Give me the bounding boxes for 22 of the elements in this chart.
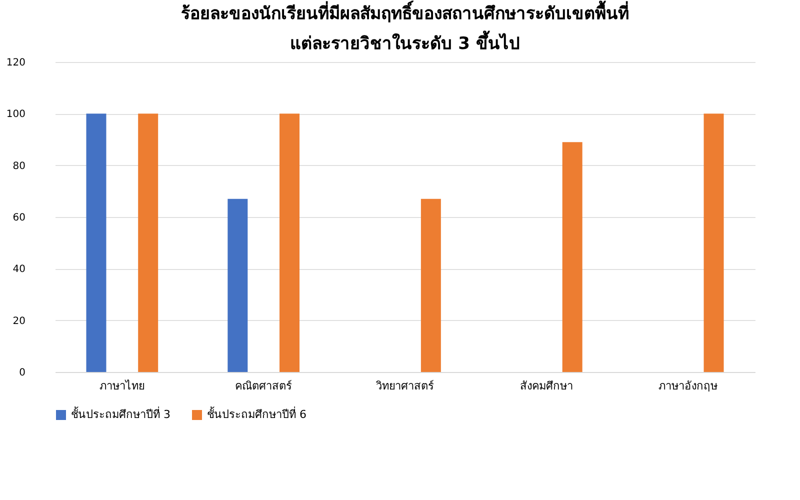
x-tick-label: สังคมศึกษา — [520, 380, 573, 392]
bar — [280, 114, 300, 372]
bar — [420, 198, 441, 372]
chart-title: ร้อยละของนักเรียนที่มีผลสัมฤทธิ์ของสถานศึกษาระดับเขตพื้นที่ แต่ละรายวิชาในระดับ 3 ขึ้นไป — [181, 0, 629, 54]
legend-label: ชั้นประถมศึกษาปีที่ 3 — [71, 406, 170, 421]
x-tick-label: ภาษาไทย — [100, 380, 145, 392]
bar — [228, 198, 248, 372]
y-tick-label: 40 — [12, 264, 26, 276]
legend-label: ชั้นประถมศึกษาปีที่ 6 — [207, 406, 306, 421]
bar — [562, 142, 582, 372]
y-tick-label: 120 — [6, 58, 26, 68]
y-tick-label: 0 — [19, 368, 26, 378]
bar — [704, 114, 724, 372]
y-tick-label: 20 — [12, 316, 26, 327]
x-tick-label: ภาษาอังกฤษ — [658, 380, 718, 392]
x-tick-label: คณิตศาสตร์ — [235, 380, 292, 392]
y-tick-label: 100 — [6, 109, 26, 120]
x-tick-label: วิทยาศาสตร์ — [375, 380, 434, 392]
bar — [138, 114, 158, 372]
y-tick-label: 60 — [12, 212, 26, 224]
y-tick-label: 80 — [12, 160, 26, 172]
bar — [86, 114, 106, 372]
